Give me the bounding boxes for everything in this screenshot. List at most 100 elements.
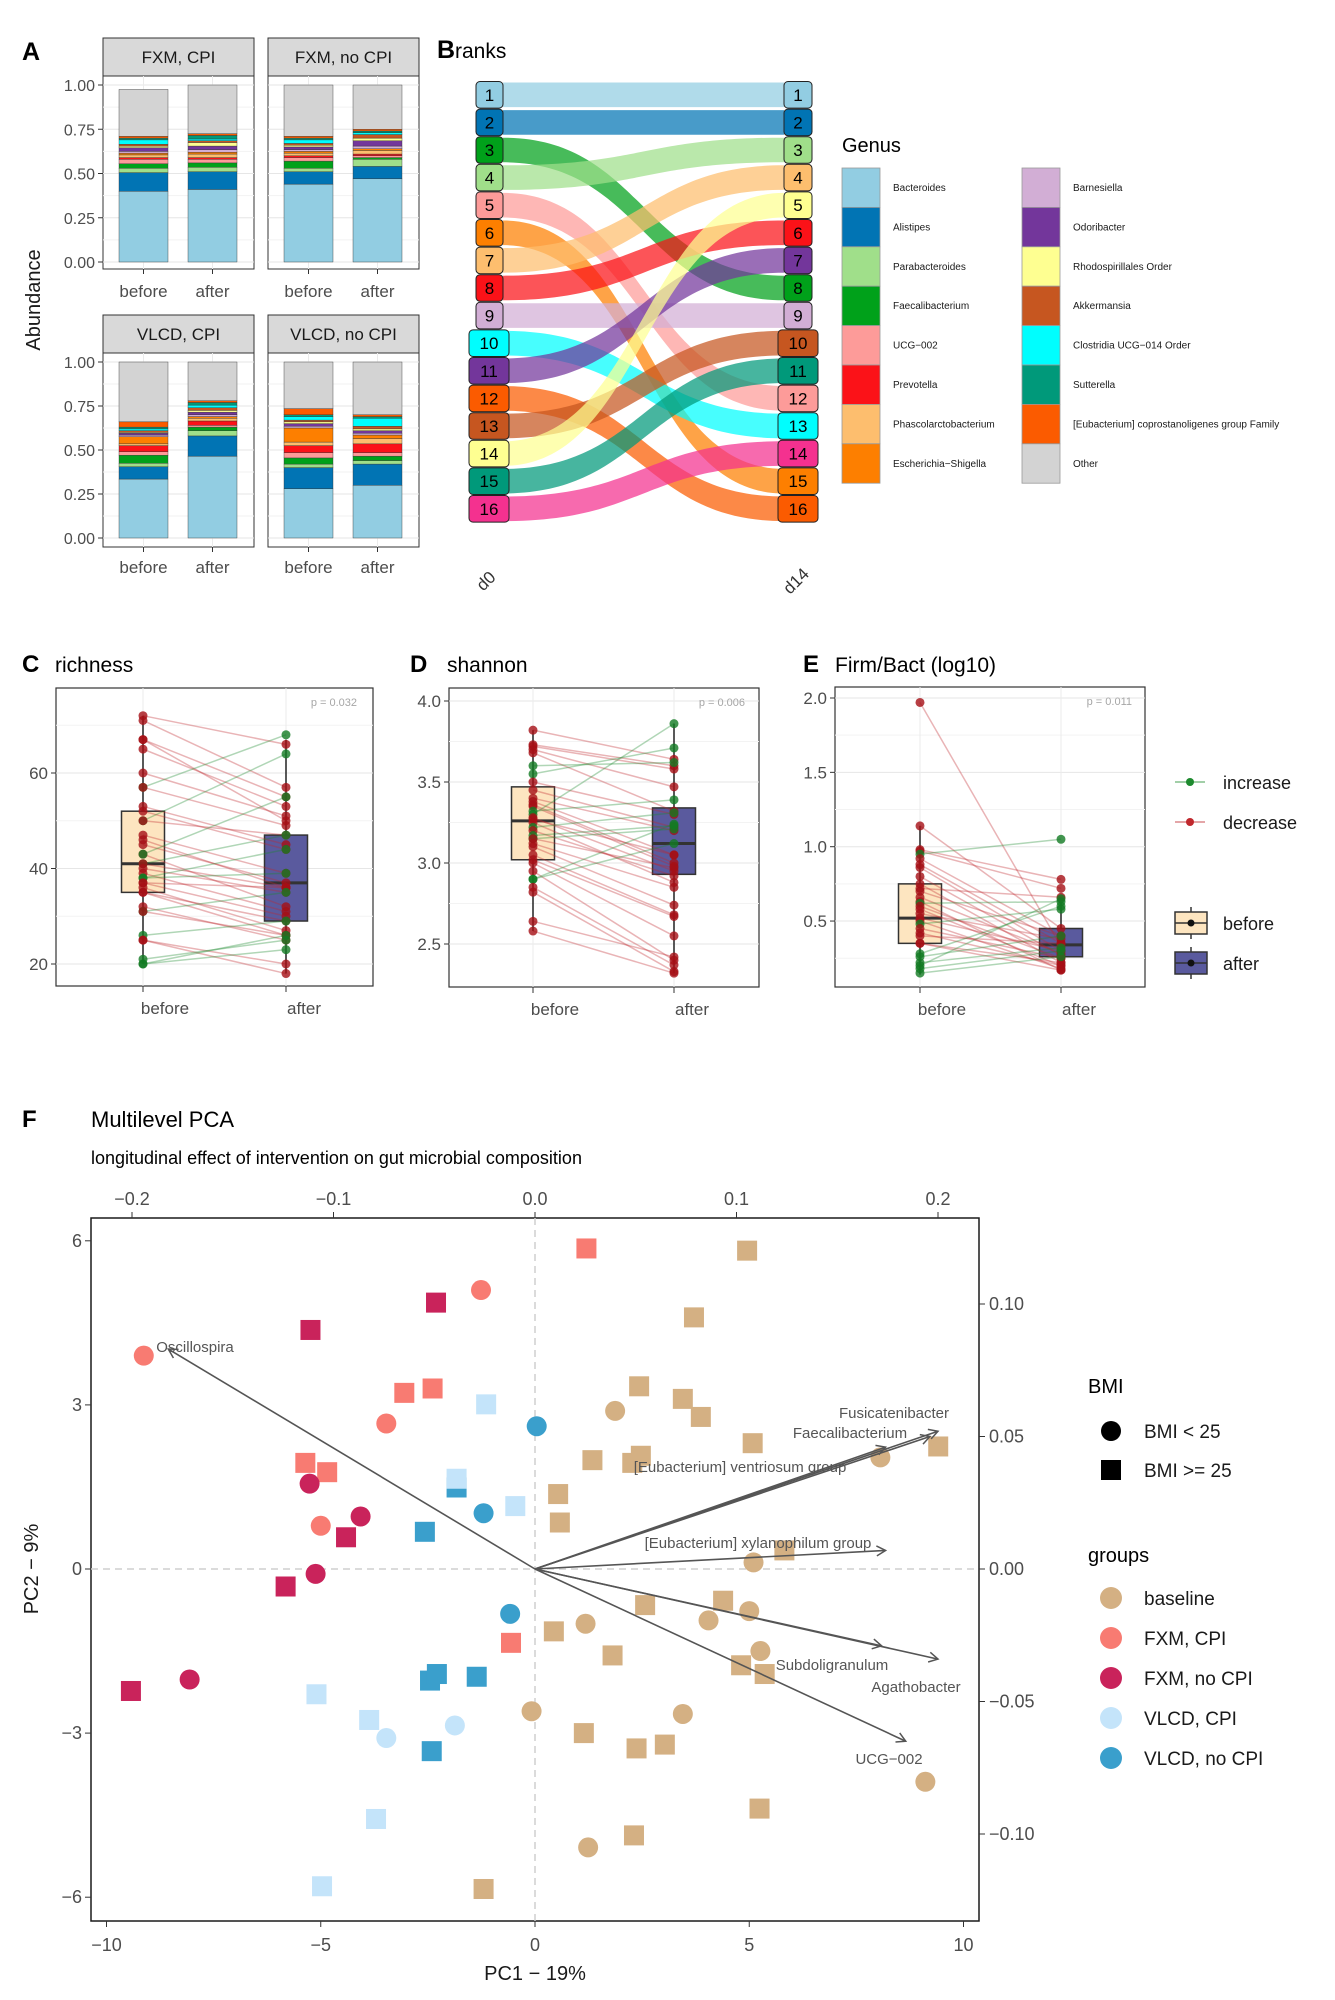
rank-label: 15 bbox=[480, 472, 499, 491]
point-after bbox=[1056, 965, 1066, 975]
point-before bbox=[138, 735, 148, 745]
point-before bbox=[138, 715, 148, 725]
rank-label: 3 bbox=[793, 141, 802, 160]
pair-line bbox=[532, 891, 675, 973]
legend-label: baseline bbox=[1144, 1589, 1215, 1610]
pair-line bbox=[532, 816, 675, 872]
point-square bbox=[422, 1378, 443, 1399]
y-tick-label: 0.00 bbox=[64, 255, 95, 272]
pair-line bbox=[142, 891, 287, 922]
y-tick-label: 3.0 bbox=[417, 854, 441, 873]
bar-segment bbox=[283, 139, 334, 144]
point-circle bbox=[672, 1703, 693, 1724]
y-tick-label: 0 bbox=[72, 1559, 82, 1579]
point-circle bbox=[179, 1669, 200, 1690]
bar-segment bbox=[352, 157, 403, 160]
point-after bbox=[281, 739, 291, 749]
point-after bbox=[669, 960, 679, 970]
panel-a-stacked-bars: A Abundance FXM, CPI before after 0.00 0.25 0.5… bbox=[22, 37, 420, 577]
point-circle bbox=[444, 1715, 465, 1736]
legend-swatch bbox=[1021, 167, 1061, 208]
bar-segment bbox=[118, 445, 169, 452]
point-square bbox=[476, 1394, 497, 1415]
point-square bbox=[312, 1876, 333, 1897]
y-tick-label: 1.0 bbox=[803, 838, 827, 857]
bar-segment bbox=[283, 441, 334, 446]
pair-line bbox=[532, 837, 675, 869]
bar-segment bbox=[352, 452, 403, 457]
bar-segment bbox=[187, 157, 238, 160]
point-after bbox=[281, 868, 291, 878]
y-axis-label: PC2 − 9% bbox=[21, 1523, 43, 1614]
legend-color-dot bbox=[1100, 1587, 1122, 1609]
point-before bbox=[138, 849, 148, 859]
point-square bbox=[300, 1319, 321, 1340]
bar-segment bbox=[283, 155, 334, 158]
rank-label: 5 bbox=[793, 196, 802, 215]
legend-point bbox=[1186, 818, 1194, 826]
panel-subtitle: longitudinal effect of intervention on g… bbox=[91, 1148, 582, 1168]
point-circle bbox=[575, 1613, 596, 1634]
bar-segment bbox=[352, 145, 403, 149]
pair-line bbox=[532, 823, 675, 880]
rank-label: 3 bbox=[485, 141, 494, 160]
pair-line bbox=[919, 825, 1062, 930]
pair-line bbox=[532, 870, 675, 961]
pair-line bbox=[919, 935, 1062, 945]
pair-line bbox=[532, 803, 675, 864]
pair-line bbox=[919, 950, 1062, 970]
legend-label: Escherichia−Shigella bbox=[893, 459, 987, 470]
bar-segment bbox=[187, 361, 238, 401]
rank-box bbox=[468, 357, 510, 385]
rank-box bbox=[777, 384, 819, 413]
rank-box bbox=[475, 219, 504, 247]
rank-label: 16 bbox=[789, 500, 808, 519]
point-square bbox=[690, 1406, 711, 1427]
rank-label: 14 bbox=[480, 445, 499, 464]
point-square bbox=[742, 1433, 763, 1454]
x-tick-label: after bbox=[1062, 1000, 1096, 1019]
bar-segment bbox=[352, 438, 403, 445]
pair-line bbox=[919, 912, 1062, 940]
bar-segment bbox=[352, 178, 403, 263]
x-tick-label: before bbox=[141, 999, 189, 1018]
bar-segment bbox=[187, 411, 238, 416]
loading-arrow bbox=[534, 1568, 940, 1663]
rank-box bbox=[468, 467, 510, 495]
point-after bbox=[281, 930, 291, 940]
bar-segment bbox=[187, 159, 238, 164]
facet-label: VLCD, CPI bbox=[137, 325, 220, 344]
point-after bbox=[669, 795, 679, 805]
rank-label: 1 bbox=[485, 86, 494, 105]
p-value: p = 0.032 bbox=[311, 697, 357, 709]
pair-line bbox=[919, 927, 1062, 959]
point-after bbox=[1056, 952, 1066, 962]
y-tick-label: 0.75 bbox=[64, 399, 95, 416]
x-tick-label: 5 bbox=[744, 1935, 754, 1955]
bar-segment bbox=[118, 152, 169, 156]
point-after bbox=[669, 758, 679, 768]
point-circle bbox=[743, 1552, 764, 1573]
pair-line bbox=[532, 781, 675, 816]
pair-line bbox=[532, 854, 675, 916]
legend-swatch bbox=[841, 285, 881, 327]
legend-swatch bbox=[1021, 443, 1061, 484]
point-square bbox=[749, 1798, 770, 1819]
bar-segment bbox=[283, 488, 334, 539]
legend-label: FXM, CPI bbox=[1144, 1629, 1226, 1650]
legend-title: groups bbox=[1088, 1545, 1149, 1567]
facet-strip bbox=[267, 314, 420, 354]
pair-line bbox=[142, 934, 287, 965]
bar-segment bbox=[283, 421, 334, 424]
bar-segment bbox=[283, 160, 334, 169]
pair-line bbox=[532, 824, 675, 837]
bar-segment bbox=[283, 183, 334, 263]
pair-line bbox=[919, 955, 1062, 974]
point-after bbox=[281, 801, 291, 811]
panel-label-f: F bbox=[22, 1106, 37, 1133]
x-tick-label: d14 bbox=[779, 564, 812, 597]
panel-e-paired-boxplot: E Firm/Bact (log10) 0.5 1.0 1.5 2.0 before afte… bbox=[803, 651, 1146, 1019]
bar-segment bbox=[283, 416, 334, 421]
p-value: p = 0.006 bbox=[699, 697, 745, 709]
rank-label: 7 bbox=[485, 251, 494, 270]
